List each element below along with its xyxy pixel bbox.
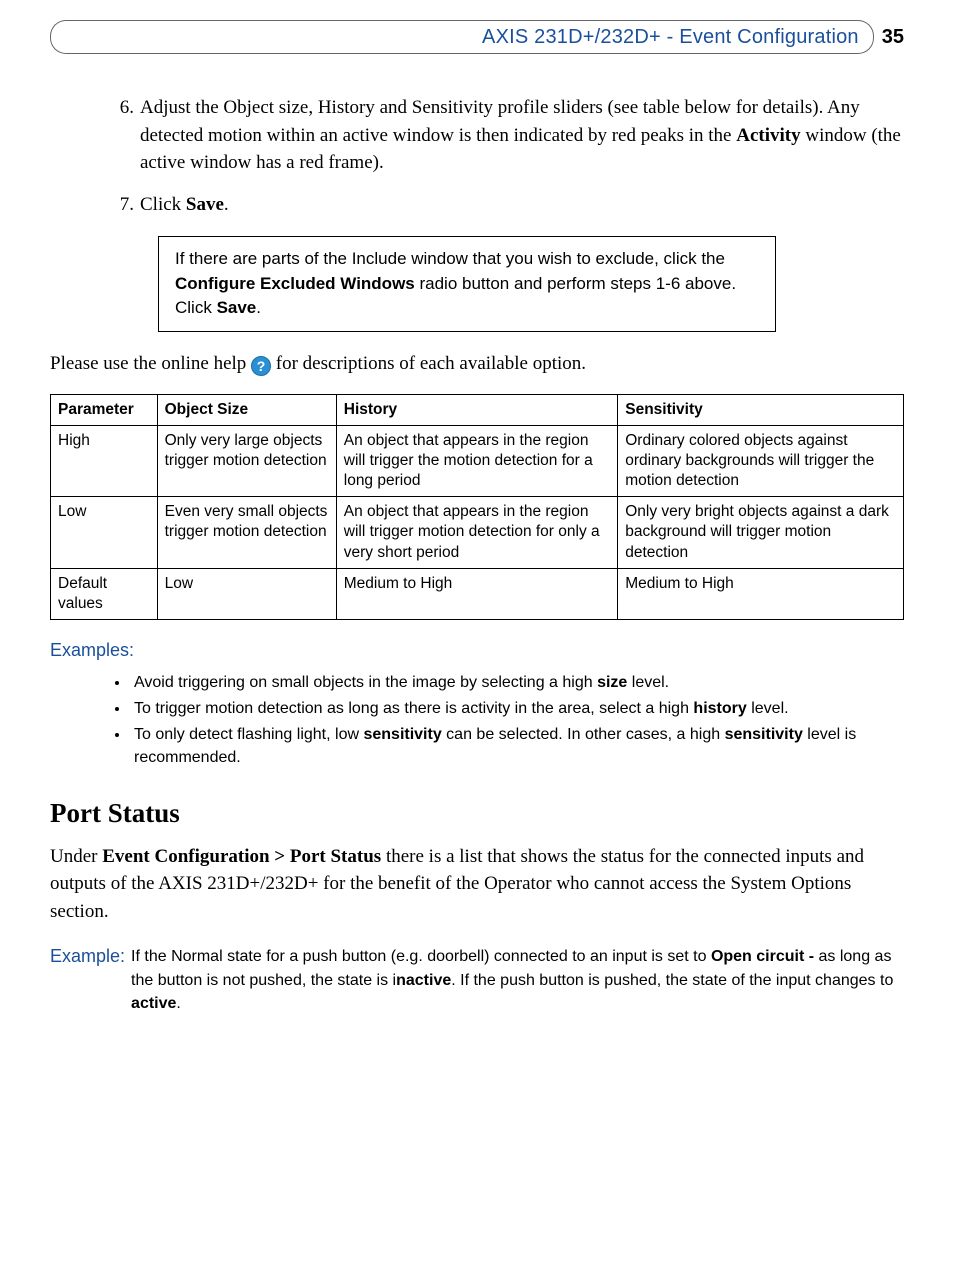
- table-cell: Medium to High: [618, 568, 904, 619]
- table-column-header: Sensitivity: [618, 394, 904, 425]
- table-cell: An object that appears in the region wil…: [336, 497, 617, 568]
- step-text: Adjust the Object size, History and Sens…: [140, 94, 904, 177]
- table-row: Default valuesLowMedium to HighMedium to…: [51, 568, 904, 619]
- table-cell: High: [51, 425, 158, 496]
- table-row: HighOnly very large objects trigger moti…: [51, 425, 904, 496]
- table-cell: Low: [51, 497, 158, 568]
- table-cell: Low: [157, 568, 336, 619]
- examples-list: Avoid triggering on small objects in the…: [50, 671, 904, 770]
- table-cell: Even very small objects trigger motion d…: [157, 497, 336, 568]
- example-item: Avoid triggering on small objects in the…: [130, 671, 904, 694]
- port-status-heading: Port Status: [50, 798, 904, 829]
- table-cell: Medium to High: [336, 568, 617, 619]
- table-column-header: Object Size: [157, 394, 336, 425]
- table-cell: An object that appears in the region wil…: [336, 425, 617, 496]
- example-item: To only detect flashing light, low sensi…: [130, 723, 904, 769]
- help-icon: ?: [251, 356, 271, 376]
- note-box: If there are parts of the Include window…: [158, 236, 776, 332]
- help-line: Please use the online help ? for descrip…: [50, 350, 904, 378]
- header-title-wrap: AXIS 231D+/232D+ - Event Configuration: [476, 20, 874, 54]
- table-cell: Default values: [51, 568, 158, 619]
- instruction-list: 6.Adjust the Object size, History and Se…: [50, 94, 904, 218]
- table-column-header: Parameter: [51, 394, 158, 425]
- table-body: HighOnly very large objects trigger moti…: [51, 425, 904, 619]
- table-row: LowEven very small objects trigger motio…: [51, 497, 904, 568]
- header-rule: [71, 20, 476, 54]
- table-column-header: History: [336, 394, 617, 425]
- example-text: If the Normal state for a push button (e…: [131, 943, 904, 1015]
- document-page: AXIS 231D+/232D+ - Event Configuration 3…: [0, 0, 954, 1065]
- instruction-step: 6.Adjust the Object size, History and Se…: [50, 94, 904, 177]
- port-status-example: Example: If the Normal state for a push …: [50, 943, 904, 1015]
- table-cell: Only very bright objects against a dark …: [618, 497, 904, 568]
- instruction-step: 7.Click Save.: [50, 191, 904, 219]
- step-number: 7.: [50, 191, 140, 219]
- header-title: AXIS 231D+/232D+ - Event Configuration: [482, 26, 859, 49]
- example-item: To trigger motion detection as long as t…: [130, 697, 904, 720]
- help-text-before: Please use the online help: [50, 353, 251, 374]
- parameter-table: ParameterObject SizeHistorySensitivity H…: [50, 394, 904, 620]
- table-cell: Only very large objects trigger motion d…: [157, 425, 336, 496]
- examples-heading: Examples:: [50, 640, 904, 661]
- port-status-paragraph: Under Event Configuration > Port Status …: [50, 843, 904, 926]
- help-text-after: for descriptions of each available optio…: [276, 353, 586, 374]
- example-label: Example:: [50, 943, 131, 1015]
- table-cell: Ordinary colored objects against ordinar…: [618, 425, 904, 496]
- step-text: Click Save.: [140, 191, 904, 219]
- page-number: 35: [874, 26, 904, 49]
- step-number: 6.: [50, 94, 140, 177]
- header-rule-cap: [50, 20, 71, 54]
- page-header: AXIS 231D+/232D+ - Event Configuration 3…: [50, 20, 904, 54]
- table-header-row: ParameterObject SizeHistorySensitivity: [51, 394, 904, 425]
